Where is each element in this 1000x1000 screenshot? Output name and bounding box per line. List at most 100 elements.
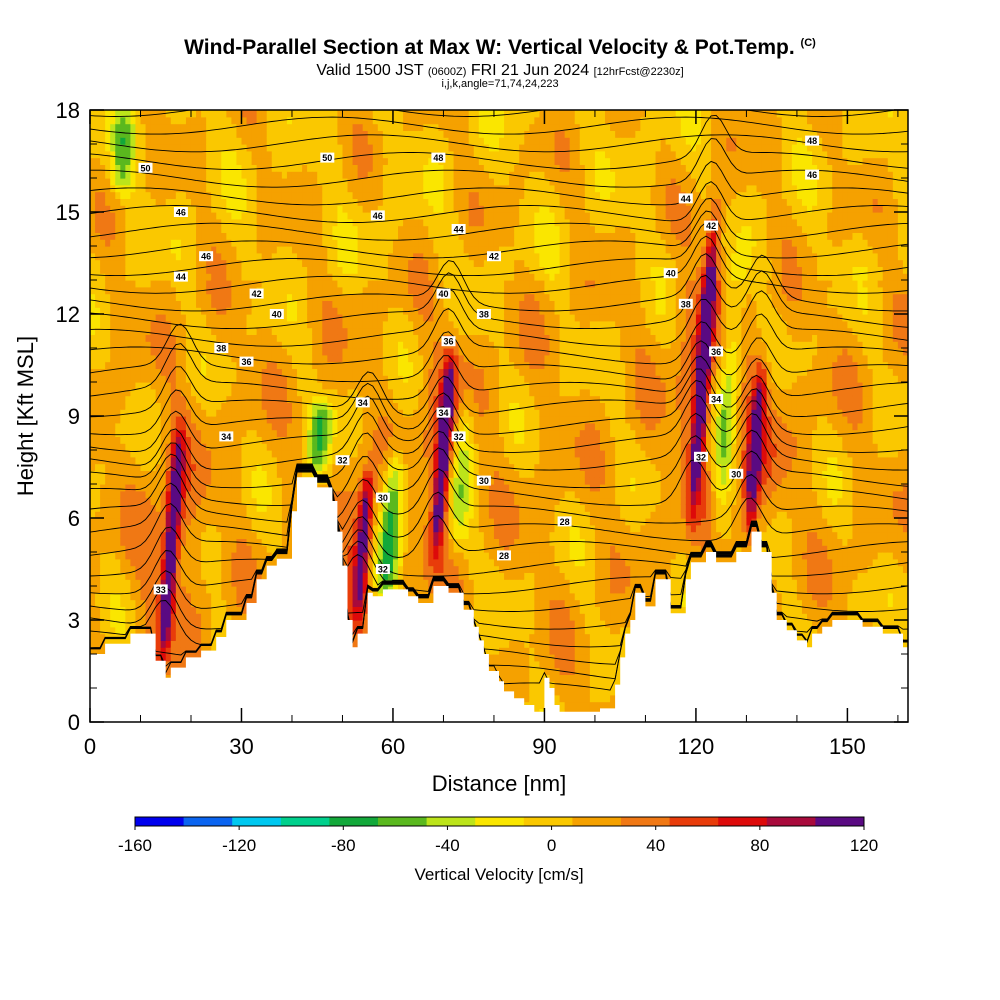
velocity-cell [337,116,344,125]
velocity-cell [256,341,263,349]
velocity-cell [120,334,126,342]
velocity-cell [100,116,106,125]
velocity-cell [221,497,227,505]
velocity-cell [105,402,111,410]
velocity-cell [170,436,177,444]
velocity-cell [175,144,182,152]
velocity-cell [347,592,354,601]
velocity-cell [312,300,318,308]
velocity-cell [115,395,121,403]
velocity-cell [130,266,137,274]
velocity-cell [241,314,248,322]
velocity-cell [155,613,162,621]
velocity-cell [231,327,238,335]
velocity-cell [226,144,232,152]
velocity-cell [286,266,293,274]
velocity-cell [347,191,354,199]
velocity-cell [125,116,131,125]
velocity-cell [170,524,177,533]
velocity-cell [251,150,258,159]
velocity-cell [155,361,162,369]
velocity-cell [251,586,258,594]
velocity-cell [347,130,354,138]
velocity-cell [100,477,106,485]
velocity-cell [352,416,359,424]
velocity-cell [135,436,142,444]
velocity-cell [145,252,152,261]
velocity-cell [175,436,182,444]
velocity-cell [286,191,293,199]
velocity-cell [115,422,121,431]
velocity-cell [155,504,162,512]
velocity-cell [90,531,96,539]
velocity-cell [170,477,177,485]
velocity-cell [216,354,222,363]
velocity-cell [211,341,217,349]
velocity-cell [105,456,111,465]
velocity-cell [236,579,243,587]
velocity-cell [286,348,293,356]
velocity-cell [337,341,344,349]
velocity-cell [170,552,177,560]
velocity-cell [115,436,121,444]
velocity-cell [110,382,116,390]
velocity-cell [165,205,172,213]
velocity-cell [291,395,298,403]
velocity-cell [185,395,192,403]
velocity-cell [241,110,248,118]
velocity-cell [271,490,278,499]
velocity-cell [180,388,187,397]
velocity-cell [140,198,147,206]
velocity-cell [206,232,212,240]
velocity-cell [135,178,142,186]
velocity-cell [145,225,152,233]
velocity-cell [165,137,172,145]
velocity-cell [105,348,111,356]
velocity-cell [317,191,323,199]
velocity-cell [241,552,248,560]
velocity-cell [211,497,217,505]
velocity-cell [160,402,167,410]
velocity-cell [125,286,131,295]
velocity-cell [297,388,303,397]
velocity-cell [251,137,258,145]
velocity-cell [211,422,217,431]
velocity-cell [196,484,202,492]
velocity-cell [130,484,137,492]
velocity-cell [322,212,328,220]
velocity-cell [145,484,152,492]
velocity-cell [357,572,364,580]
velocity-cell [231,300,238,308]
velocity-cell [190,511,197,519]
velocity-cell [180,660,187,669]
velocity-cell [236,198,243,206]
velocity-cell [291,252,298,261]
velocity-cell [352,388,359,397]
velocity-cell [165,422,172,431]
velocity-cell [150,450,157,458]
velocity-cell [362,504,369,512]
velocity-cell [120,477,126,485]
velocity-cell [216,456,222,465]
velocity-cell [206,171,212,179]
velocity-cell [352,123,359,131]
velocity-cell [125,252,131,261]
velocity-cell [196,382,202,390]
velocity-cell [90,116,96,125]
velocity-cell [281,334,288,342]
velocity-cell [271,429,278,437]
velocity-cell [206,395,212,403]
velocity-cell [115,144,121,152]
velocity-cell [362,524,369,533]
velocity-cell [246,341,253,349]
velocity-cell [286,123,293,131]
velocity-cell [130,150,137,159]
velocity-cell [342,164,349,172]
velocity-cell [286,314,293,322]
velocity-cell [312,402,318,410]
velocity-cell [150,579,157,587]
velocity-cell [145,388,152,397]
velocity-cell [165,252,172,261]
velocity-cell [352,361,359,369]
velocity-cell [160,572,167,580]
